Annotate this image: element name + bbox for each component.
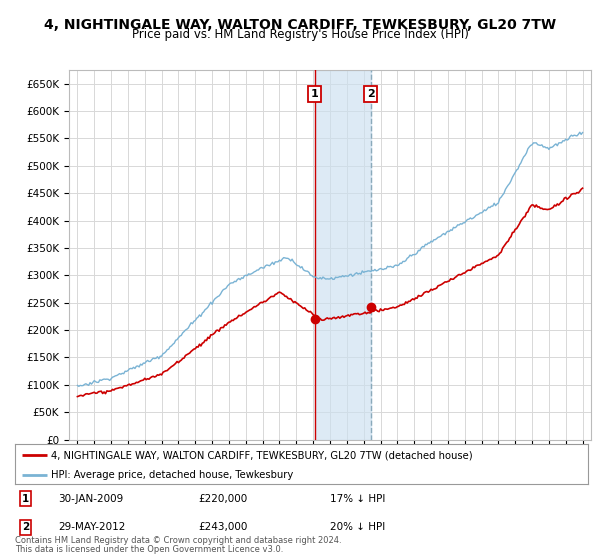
Bar bbox=[314, 70, 371, 440]
Text: 1: 1 bbox=[22, 493, 29, 503]
Text: 2: 2 bbox=[22, 522, 29, 533]
Text: 1: 1 bbox=[311, 89, 319, 99]
Text: 17% ↓ HPI: 17% ↓ HPI bbox=[330, 493, 386, 503]
Text: This data is licensed under the Open Government Licence v3.0.: This data is licensed under the Open Gov… bbox=[15, 544, 283, 554]
Text: 4, NIGHTINGALE WAY, WALTON CARDIFF, TEWKESBURY, GL20 7TW (detached house): 4, NIGHTINGALE WAY, WALTON CARDIFF, TEWK… bbox=[50, 450, 472, 460]
Text: £243,000: £243,000 bbox=[199, 522, 248, 533]
Text: HPI: Average price, detached house, Tewkesbury: HPI: Average price, detached house, Tewk… bbox=[50, 470, 293, 480]
Text: 20% ↓ HPI: 20% ↓ HPI bbox=[330, 522, 385, 533]
Text: 2: 2 bbox=[367, 89, 374, 99]
Text: 30-JAN-2009: 30-JAN-2009 bbox=[58, 493, 123, 503]
Text: 29-MAY-2012: 29-MAY-2012 bbox=[58, 522, 125, 533]
Text: Price paid vs. HM Land Registry's House Price Index (HPI): Price paid vs. HM Land Registry's House … bbox=[131, 28, 469, 41]
Text: £220,000: £220,000 bbox=[199, 493, 248, 503]
Text: 4, NIGHTINGALE WAY, WALTON CARDIFF, TEWKESBURY, GL20 7TW: 4, NIGHTINGALE WAY, WALTON CARDIFF, TEWK… bbox=[44, 18, 556, 32]
Text: Contains HM Land Registry data © Crown copyright and database right 2024.: Contains HM Land Registry data © Crown c… bbox=[15, 536, 341, 545]
